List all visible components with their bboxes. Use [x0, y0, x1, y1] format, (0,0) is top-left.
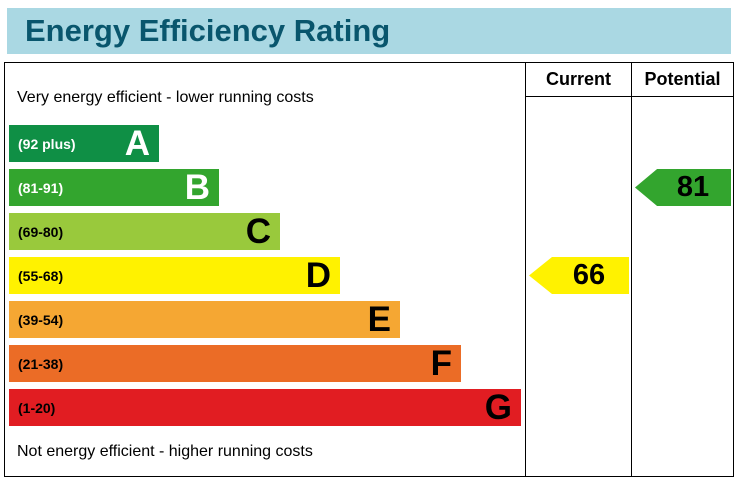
- band-letter: D: [305, 256, 331, 295]
- column-header-current: Current: [545, 69, 611, 89]
- potential-column-divider: [631, 63, 632, 476]
- band-letter: F: [430, 344, 452, 383]
- band-letter: C: [245, 212, 271, 251]
- band-letter: A: [124, 124, 150, 163]
- band-row-b: (81-91) B: [9, 169, 219, 206]
- column-header-potential: Potential: [644, 69, 721, 89]
- band-row-d: (55-68) D: [9, 257, 340, 294]
- current-rating-value: 66: [572, 259, 606, 291]
- band-letter: E: [367, 300, 391, 339]
- band-row-c: (69-80) C: [9, 213, 280, 250]
- band-range-label: (81-91): [18, 179, 64, 196]
- band-range-label: (69-80): [18, 223, 64, 240]
- band-range-label: (55-68): [18, 267, 64, 284]
- band-range-label: (39-54): [18, 311, 64, 328]
- caption-bottom: Not energy efficient - higher running co…: [17, 443, 313, 460]
- band-row-e: (39-54) E: [9, 301, 400, 338]
- header-underline: [525, 96, 733, 97]
- caption-top: Very energy efficient - lower running co…: [17, 89, 314, 106]
- band-letter: G: [484, 388, 512, 427]
- band-range-label: (1-20): [18, 399, 56, 416]
- band-range-label: (21-38): [18, 355, 64, 372]
- current-column-divider: [525, 63, 526, 476]
- chart-area: Current Potential Very energy efficient …: [4, 62, 734, 477]
- band-range-label: (92 plus): [18, 135, 76, 152]
- band-row-g: (1-20) G: [9, 389, 521, 426]
- bands-container: (92 plus) A (81-91) B (69-80) C (55-68) D (39-54…: [5, 63, 733, 476]
- band-row-f: (21-38) F: [9, 345, 461, 382]
- potential-rating-value: 81: [676, 171, 710, 203]
- potential-rating-arrow: 81: [635, 169, 731, 206]
- title-bar: Energy Efficiency Rating: [7, 8, 731, 54]
- current-rating-arrow: 66: [529, 257, 629, 294]
- band-row-a: (92 plus) A: [9, 125, 159, 162]
- page-title: Energy Efficiency Rating: [25, 13, 391, 48]
- band-letter: B: [184, 168, 210, 207]
